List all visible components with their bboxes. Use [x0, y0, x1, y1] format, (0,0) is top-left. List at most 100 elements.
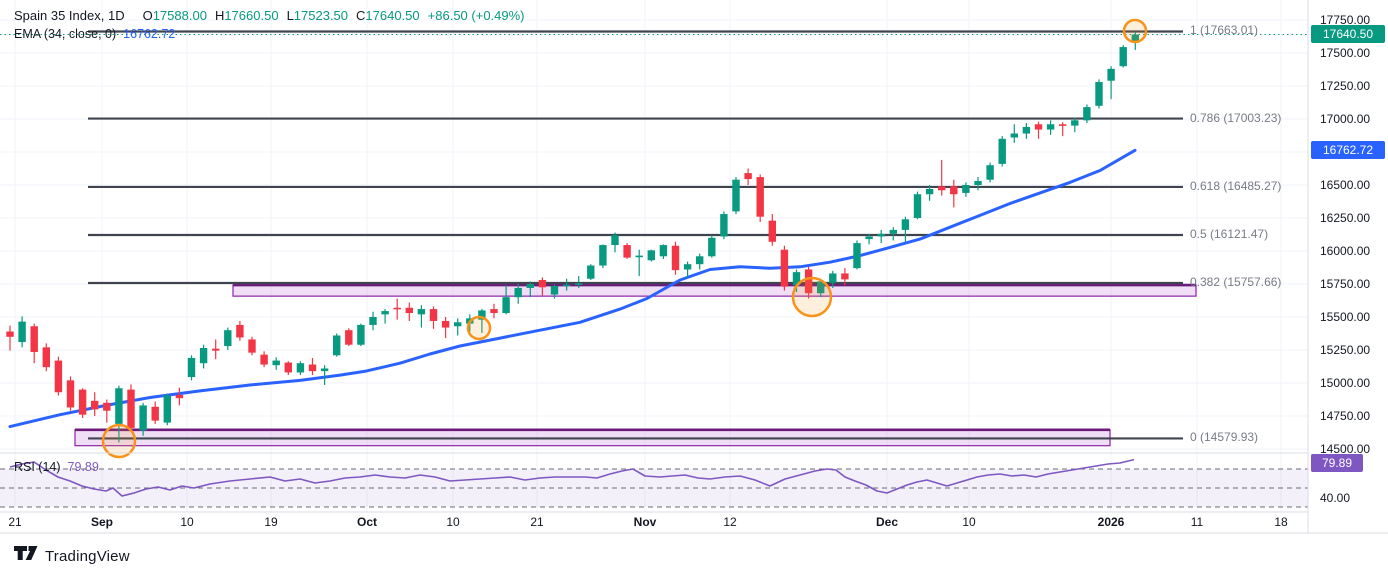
price-tick-label[interactable]: 17250.00 — [1320, 79, 1371, 93]
price-tick-label[interactable]: 15750.00 — [1320, 277, 1371, 291]
candle-body — [381, 311, 389, 315]
price-tick-label[interactable]: 15500.00 — [1320, 310, 1371, 324]
candle-body — [1095, 82, 1103, 106]
candle-body — [792, 272, 801, 286]
candle-body — [1010, 133, 1018, 138]
highlight-circle[interactable] — [1122, 18, 1148, 44]
candle-body — [91, 400, 99, 410]
time-tick-label[interactable]: Oct — [356, 515, 377, 529]
price-tick-label[interactable]: 15250.00 — [1320, 343, 1371, 357]
candle-body — [333, 335, 341, 356]
candle-body — [877, 233, 885, 237]
candle-body — [708, 237, 716, 257]
time-tick-label[interactable]: 12 — [723, 515, 737, 529]
last-price-badge: 17640.50 — [1311, 25, 1385, 44]
candle-body — [393, 307, 401, 310]
candle-body — [526, 284, 534, 288]
candle-body — [139, 405, 147, 431]
candle-body — [865, 236, 873, 240]
price-tick-label[interactable]: 17000.00 — [1320, 112, 1371, 126]
ema-legend[interactable]: EMA (34, close, 0) 16762.72 — [14, 27, 175, 41]
time-tick-label[interactable]: 21 — [530, 515, 544, 529]
candle-body — [236, 324, 244, 338]
candle-body — [804, 269, 813, 294]
highlight-circle[interactable] — [466, 315, 492, 341]
fib-level-label: 0.786 (17003.23) — [1190, 110, 1282, 125]
candle-body — [1022, 126, 1031, 134]
candle-body — [683, 264, 692, 270]
time-tick-label[interactable]: 2026 — [1097, 515, 1125, 529]
time-tick-label[interactable]: 10 — [962, 515, 976, 529]
ohlc-low-label: L — [286, 8, 294, 23]
candle-body — [369, 317, 377, 325]
candle-body — [441, 320, 450, 328]
candle-body — [405, 307, 413, 314]
candle-body — [478, 310, 486, 320]
candle-body — [768, 220, 776, 242]
candle-body — [417, 309, 426, 315]
candle-body — [357, 324, 365, 345]
change-value: +86.50 (+0.49%) — [427, 8, 525, 23]
tradingview-logo-icon — [14, 546, 38, 566]
ema-line[interactable] — [8, 148, 1137, 429]
time-tick-label[interactable]: Sep — [90, 515, 113, 529]
candle-body — [562, 284, 571, 287]
candle-body — [42, 347, 50, 368]
rsi-line[interactable] — [9, 458, 1135, 497]
time-tick-label[interactable]: Dec — [875, 515, 898, 529]
candle-body — [550, 285, 559, 295]
price-tick-label[interactable]: 16250.00 — [1320, 211, 1371, 225]
candle-body — [974, 181, 982, 185]
time-tick-label[interactable]: 21 — [8, 515, 22, 529]
candle-body — [913, 194, 922, 218]
price-tick-label[interactable]: 17750.00 — [1320, 13, 1371, 27]
rsi-legend[interactable]: RSI (14) 79.89 — [14, 460, 99, 474]
tradingview-brand-text: TradingView — [45, 547, 130, 565]
symbol-title[interactable]: Spain 35 Index, 1D — [14, 8, 125, 23]
time-tick-label[interactable]: 10 — [180, 515, 194, 529]
time-tick-label[interactable]: 10 — [446, 515, 460, 529]
time-tick-label[interactable]: 19 — [264, 515, 278, 529]
symbol-header[interactable]: Spain 35 Index, 1D O17588.00 H17660.50 L175… — [14, 8, 525, 23]
price-tick-label[interactable]: 16500.00 — [1320, 178, 1371, 192]
candle-body — [66, 380, 75, 408]
candle-body — [454, 322, 462, 327]
price-tick-label[interactable]: 16000.00 — [1320, 244, 1371, 258]
candle-body — [720, 214, 728, 237]
highlight-circle[interactable] — [791, 276, 833, 318]
time-tick-label[interactable]: 18 — [1274, 515, 1288, 529]
candle-body — [889, 229, 897, 234]
ohlc-low-value: 17523.50 — [293, 8, 349, 23]
candle-body — [502, 297, 510, 314]
candle-body — [1059, 124, 1067, 126]
candle-body — [187, 357, 196, 378]
ohlc-high-label: H — [214, 8, 225, 23]
candle-body — [115, 388, 123, 424]
tradingview-attribution[interactable]: TradingView — [14, 546, 130, 566]
ema-legend-value: 16762.72 — [123, 27, 176, 41]
candle-body — [671, 245, 680, 271]
candle-body — [998, 138, 1006, 164]
candle-body — [756, 177, 764, 217]
candle-body — [1107, 68, 1115, 81]
price-tick-label[interactable]: 17500.00 — [1320, 46, 1371, 60]
time-tick-label[interactable]: Nov — [633, 515, 657, 529]
highlight-circle[interactable] — [101, 423, 137, 459]
price-tick-label[interactable]: 14500.00 — [1320, 442, 1371, 456]
candle-body — [199, 348, 208, 364]
time-tick-label[interactable]: 11 — [1190, 515, 1204, 529]
candle-body — [538, 280, 547, 288]
candle-body — [30, 326, 38, 352]
ohlc-close-label: C — [356, 8, 366, 23]
sr-zone-band[interactable] — [232, 284, 1197, 297]
candle-body — [744, 173, 752, 180]
rsi-legend-label: RSI (14) — [14, 460, 61, 474]
rsi-tick-label[interactable]: 40.00 — [1320, 490, 1351, 505]
price-tick-label[interactable]: 14750.00 — [1320, 409, 1371, 423]
ohlc-high-value: 17660.50 — [224, 8, 279, 23]
rsi-value-badge: 79.89 — [1311, 454, 1363, 472]
price-tick-label[interactable]: 15000.00 — [1320, 376, 1371, 390]
candle-body — [986, 165, 994, 180]
candle-body — [841, 273, 849, 280]
